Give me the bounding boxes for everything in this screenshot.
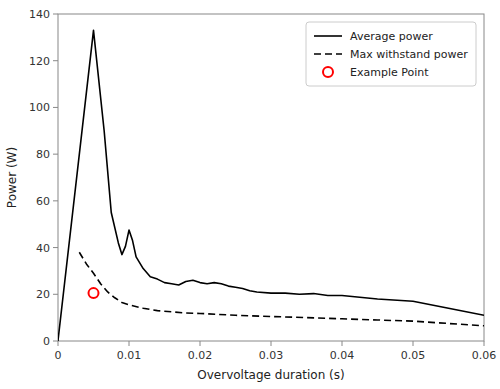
legend-swatch xyxy=(323,67,333,77)
y-tick-label: 120 xyxy=(29,55,50,68)
x-tick xyxy=(200,341,201,346)
line-series xyxy=(58,30,484,341)
y-tick xyxy=(53,60,58,61)
y-tick xyxy=(53,107,58,108)
y-tick xyxy=(53,341,58,342)
y-axis-label: Power (W) xyxy=(5,147,19,208)
x-axis-label: Overvoltage duration (s) xyxy=(197,368,344,382)
x-tick-label: 0.02 xyxy=(188,349,213,362)
legend-swatch xyxy=(314,53,342,55)
y-tick-label: 100 xyxy=(29,101,50,114)
y-tick-label: 60 xyxy=(36,195,50,208)
y-tick xyxy=(53,154,58,155)
x-tick-label: 0.05 xyxy=(401,349,426,362)
legend-label: Example Point xyxy=(350,66,429,79)
x-tick xyxy=(413,341,414,346)
y-tick xyxy=(53,200,58,201)
y-tick xyxy=(53,247,58,248)
plot-frame xyxy=(58,14,484,341)
x-tick-label: 0.06 xyxy=(472,349,497,362)
x-tick xyxy=(58,341,59,346)
x-tick xyxy=(271,341,272,346)
y-tick xyxy=(53,14,58,15)
y-tick-label: 40 xyxy=(36,242,50,255)
x-tick-label: 0.01 xyxy=(117,349,142,362)
x-tick xyxy=(342,341,343,346)
y-tick-label: 80 xyxy=(36,148,50,161)
y-tick-label: 0 xyxy=(43,335,50,348)
legend-swatch xyxy=(314,35,342,37)
legend: Average power Max withstand power Example … xyxy=(306,22,476,86)
scatter-point xyxy=(89,288,99,298)
legend-label: Max withstand power xyxy=(350,48,468,61)
x-tick-label: 0.04 xyxy=(330,349,355,362)
plot-area xyxy=(58,30,484,341)
y-tick-label: 140 xyxy=(29,8,50,21)
y-tick-label: 20 xyxy=(36,288,50,301)
chart: 0 0.01 0.02 0.03 0.04 0.05 0.06 0 20 40 60 80 100 120… xyxy=(0,0,500,389)
legend-label: Average power xyxy=(350,30,433,43)
x-tick-label: 0 xyxy=(55,349,62,362)
x-tick-label: 0.03 xyxy=(259,349,284,362)
x-tick xyxy=(129,341,130,346)
legend-box xyxy=(306,22,476,86)
x-tick xyxy=(484,341,485,346)
line-series xyxy=(79,252,484,326)
y-tick xyxy=(53,294,58,295)
